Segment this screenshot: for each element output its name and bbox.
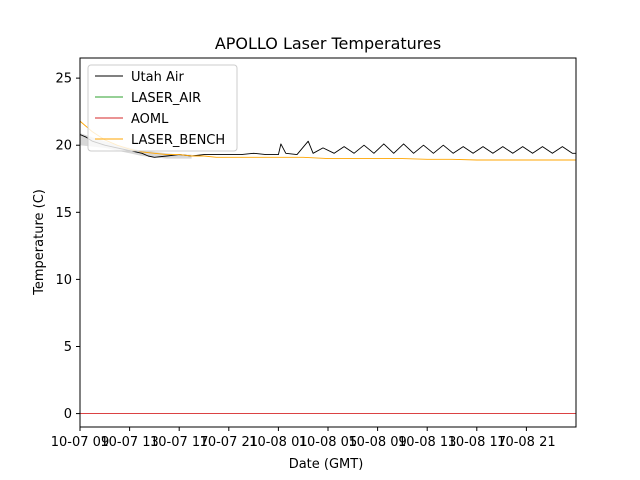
y-tick-label: 25	[55, 72, 72, 87]
y-tick-label: 0	[64, 407, 72, 422]
x-tick-label: 10-07 17	[150, 435, 208, 450]
x-axis-label: Date (GMT)	[289, 457, 364, 472]
legend-label-laser-air: LASER_AIR	[131, 91, 201, 106]
y-tick-label: 10	[55, 273, 72, 288]
y-tick-label: 15	[55, 206, 72, 221]
x-tick-label: 10-07 21	[200, 435, 258, 450]
legend-label-utah-air: Utah Air	[131, 70, 184, 85]
x-tick-label: 10-08 21	[497, 435, 555, 450]
x-tick-label: 10-07 13	[100, 435, 158, 450]
legend-label-laser-bench: LASER_BENCH	[131, 133, 225, 148]
x-tick-label: 10-08 13	[398, 435, 456, 450]
legend-label-aoml: AOML	[131, 112, 169, 127]
legend: Utah Air LASER_AIR AOML LASER_BENCH	[87, 64, 238, 152]
y-tick-label: 5	[64, 340, 72, 355]
x-tick-label: 10-08 05	[299, 435, 357, 450]
y-tick-label: 20	[55, 139, 72, 154]
series-line-utah-air	[79, 134, 576, 158]
legend-box	[87, 64, 238, 152]
x-tick-label: 10-07 09	[51, 435, 109, 450]
x-tick-label: 10-08 09	[348, 435, 406, 450]
y-axis-label: Temperature (C)	[32, 189, 47, 296]
x-tick-label: 10-08 17	[448, 435, 506, 450]
chart-title: APOLLO Laser Temperatures	[215, 34, 441, 53]
x-tick-label: 10-08 01	[249, 435, 307, 450]
y-axis: 0 5 10 15 20 25	[55, 72, 80, 422]
